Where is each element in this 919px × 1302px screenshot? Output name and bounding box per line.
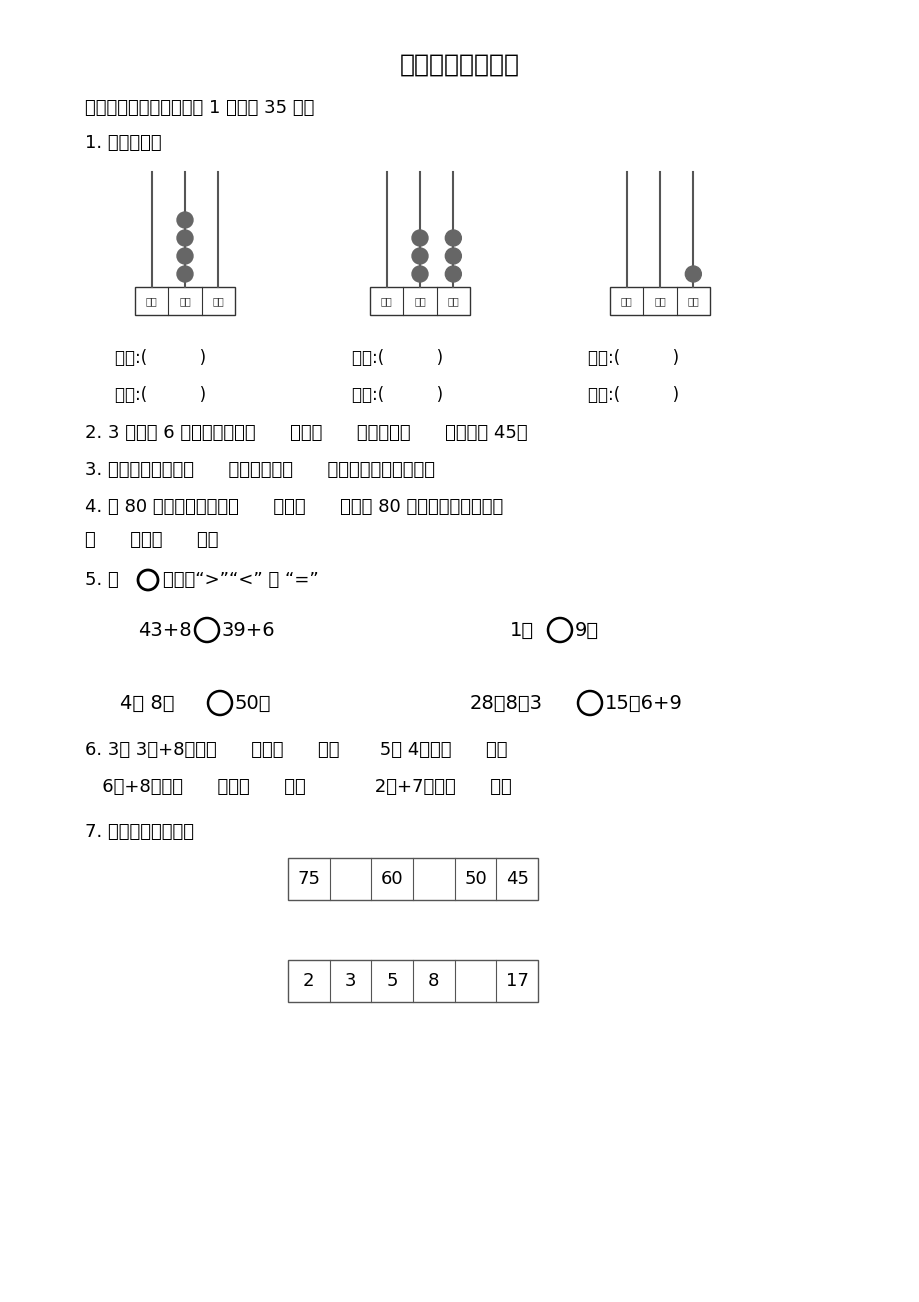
Text: 十位: 十位 <box>414 296 425 306</box>
Text: 45: 45 <box>505 870 528 888</box>
Text: 17: 17 <box>505 973 528 990</box>
Text: 2: 2 <box>302 973 314 990</box>
Text: 个位: 个位 <box>212 296 224 306</box>
Text: 里填上“>”“<” 或 “=”: 里填上“>”“<” 或 “=” <box>163 572 318 589</box>
Text: （      ）和（      ）。: （ ）和（ ）。 <box>85 531 219 549</box>
Text: 百位: 百位 <box>380 296 392 306</box>
Text: 1角: 1角 <box>509 621 534 639</box>
Bar <box>288 858 538 900</box>
Circle shape <box>412 247 427 264</box>
Text: 6角+8角＝（      ）元（      ）角            2角+7角＝（      ）角: 6角+8角＝（ ）元（ ）角 2角+7角＝（ ）角 <box>85 779 511 796</box>
Text: 60: 60 <box>380 870 403 888</box>
Text: 75: 75 <box>297 870 320 888</box>
Text: 个位: 个位 <box>686 296 698 306</box>
Circle shape <box>445 230 460 246</box>
Text: 个位: 个位 <box>447 296 459 306</box>
Text: 43+8: 43+8 <box>138 621 191 639</box>
Circle shape <box>176 266 193 283</box>
Text: 7. 找规律，写一写。: 7. 找规律，写一写。 <box>85 823 194 841</box>
Bar <box>609 286 709 315</box>
Circle shape <box>445 266 460 283</box>
Circle shape <box>685 266 700 283</box>
Bar <box>135 286 234 315</box>
Text: 3. 最小的两位数是（      ），再加上（      ）就是最大的两位数。: 3. 最小的两位数是（ ），再加上（ ）就是最大的两位数。 <box>85 461 435 479</box>
Text: 5. 在: 5. 在 <box>85 572 119 589</box>
Circle shape <box>176 230 193 246</box>
Circle shape <box>412 266 427 283</box>
Text: 8: 8 <box>427 973 439 990</box>
Text: 5: 5 <box>386 973 398 990</box>
Circle shape <box>445 247 460 264</box>
Text: 9分: 9分 <box>574 621 598 639</box>
Text: 百位: 百位 <box>620 296 632 306</box>
Text: 读作:(          ): 读作:( ) <box>352 385 443 404</box>
Text: 6. 3元 3角+8角＝（      ）元（      ）角       5元 4角＝（      ）角: 6. 3元 3角+8角＝（ ）元（ ）角 5元 4角＝（ ）角 <box>85 741 507 759</box>
Text: 4角 8分: 4角 8分 <box>119 694 175 712</box>
Text: 读作:(          ): 读作:( ) <box>587 385 678 404</box>
Text: 读作:(          ): 读作:( ) <box>115 385 206 404</box>
Text: 50: 50 <box>463 870 486 888</box>
Circle shape <box>176 212 193 228</box>
Text: 4. 和 80 相邻的两个数是（      ）和（      ），和 80 相邻的两个整十数是: 4. 和 80 相邻的两个数是（ ）和（ ），和 80 相邻的两个整十数是 <box>85 497 503 516</box>
Text: 十位: 十位 <box>179 296 190 306</box>
Text: 15－6+9: 15－6+9 <box>605 694 682 712</box>
Text: 39+6: 39+6 <box>221 621 276 639</box>
Circle shape <box>176 247 193 264</box>
Text: 50分: 50分 <box>234 694 271 712</box>
Bar <box>369 286 470 315</box>
Text: 28－8－3: 28－8－3 <box>470 694 542 712</box>
Text: 3: 3 <box>345 973 356 990</box>
Bar <box>288 960 538 1003</box>
Circle shape <box>412 230 427 246</box>
Text: 2. 3 个一和 6 个十合起来是（      ）。（      ）个十和（      ）个一是 45。: 2. 3 个一和 6 个十合起来是（ ）。（ ）个十和（ ）个一是 45。 <box>85 424 528 441</box>
Text: 写作:(          ): 写作:( ) <box>352 349 443 367</box>
Text: 百位: 百位 <box>145 296 157 306</box>
Text: 1. 看图填空。: 1. 看图填空。 <box>85 134 162 152</box>
Text: 十位: 十位 <box>653 296 665 306</box>
Text: 写作:(          ): 写作:( ) <box>587 349 678 367</box>
Text: 期末检测卷及答案: 期末检测卷及答案 <box>400 53 519 77</box>
Text: 写作:(          ): 写作:( ) <box>115 349 206 367</box>
Text: 一、我来填一填。（每空 1 分，共 35 分）: 一、我来填一填。（每空 1 分，共 35 分） <box>85 99 314 117</box>
